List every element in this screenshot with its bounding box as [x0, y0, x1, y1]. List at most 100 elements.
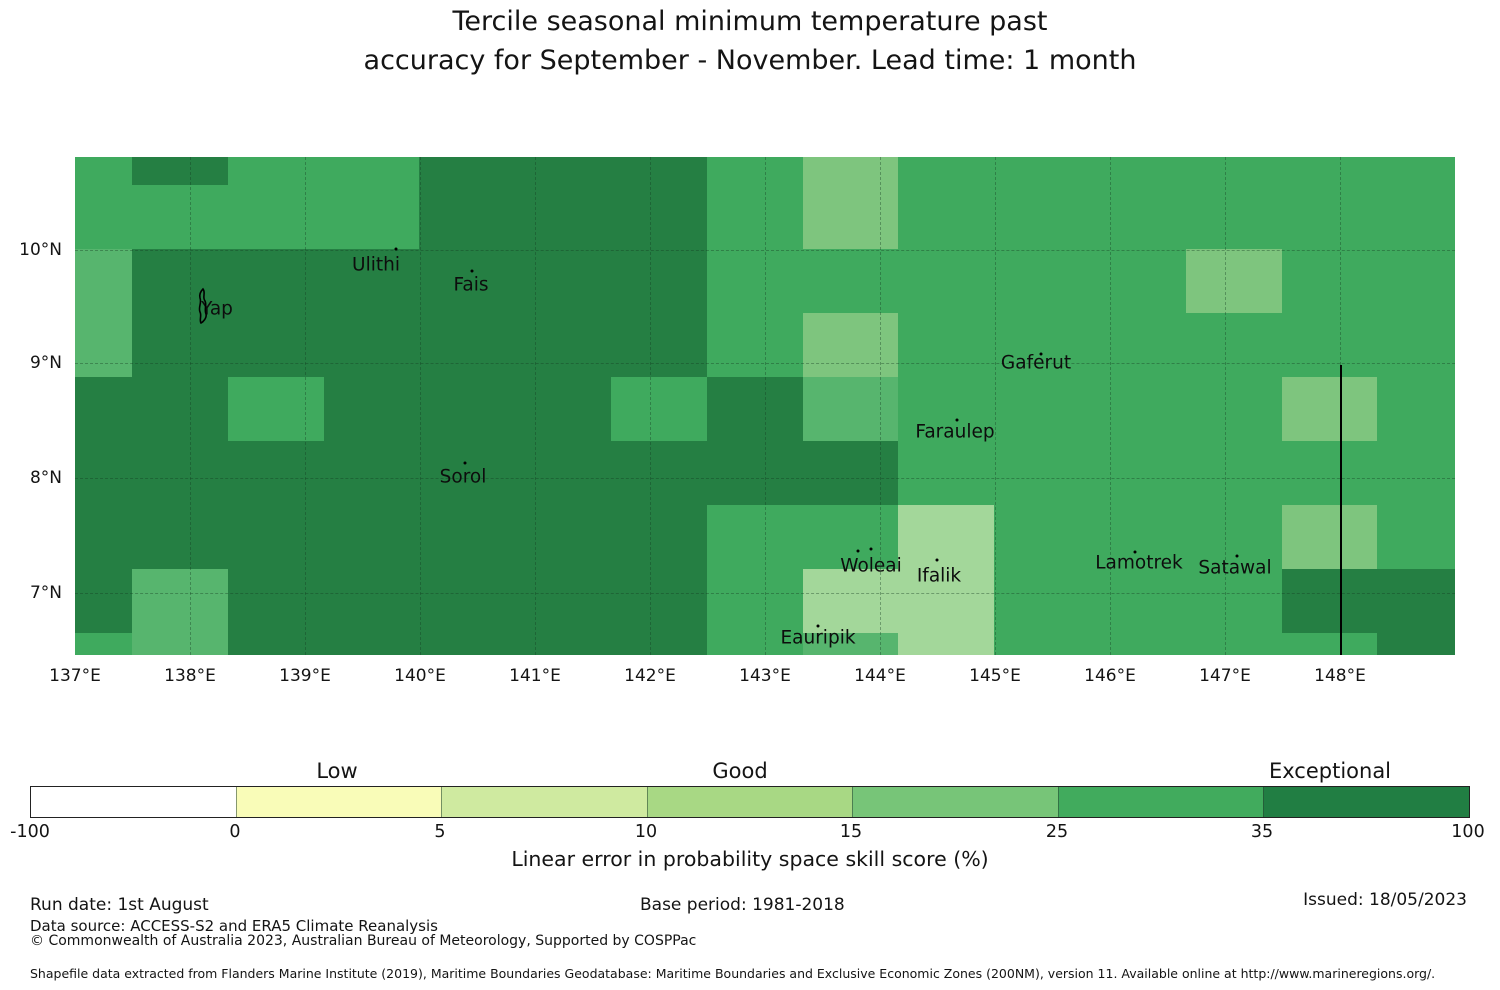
heatmap-cell [132, 249, 228, 313]
heatmap-cell [515, 185, 611, 249]
island-marker-dot [816, 624, 820, 628]
heatmap-cell [419, 569, 516, 633]
x-axis-tick-label: 140°E [394, 666, 446, 686]
longitude-gridline [420, 157, 421, 655]
colorbar-tick-label: 5 [434, 822, 446, 842]
heatmap-cell [706, 249, 803, 313]
heatmap-cell [515, 377, 611, 441]
heatmap-cell [802, 157, 899, 185]
heatmap-cell [323, 313, 420, 377]
heatmap-cell [898, 633, 995, 655]
x-axis-tick-label: 147°E [1199, 666, 1251, 686]
heatmap-cell [227, 633, 324, 655]
heatmap-cell [227, 569, 324, 633]
longitude-gridline [880, 157, 881, 655]
island-marker-dot [394, 247, 398, 251]
heatmap-canvas: Yap Ulithi Fais Sorol Gaferut Faraulep Woleai I… [75, 157, 1455, 655]
heatmap-cell [323, 505, 420, 569]
heatmap-cell [132, 569, 228, 633]
footer-issued: Issued: 18/05/2023 [1303, 890, 1467, 910]
longitude-gridline [535, 157, 536, 655]
longitude-gridline [765, 157, 766, 655]
heatmap-cell [706, 505, 803, 569]
x-axis-tick-label: 137°E [49, 666, 101, 686]
heatmap-cell [1377, 569, 1455, 633]
y-axis-tick-label: 7°N [29, 583, 62, 603]
heatmap-cell [227, 505, 324, 569]
heatmap-cell [1377, 377, 1455, 441]
heatmap-cell [75, 633, 132, 655]
island-marker-dot [1133, 550, 1137, 554]
colorbar-category-label: Good [712, 759, 768, 783]
heatmap-cell [227, 441, 324, 505]
y-axis-tick-label: 9°N [29, 353, 62, 373]
heatmap-cell [898, 505, 995, 569]
footer-shapefile-note: Shapefile data extracted from Flanders M… [30, 966, 1436, 981]
heatmap-cell [994, 185, 1090, 249]
heatmap-cell [515, 569, 611, 633]
heatmap-cell [1281, 569, 1378, 633]
heatmap-cell [323, 377, 420, 441]
heatmap-cell [75, 249, 132, 313]
heatmap-cell [1090, 377, 1186, 441]
island-marker-dot [463, 461, 467, 465]
heatmap-cell [706, 157, 803, 185]
heatmap-cell [611, 441, 707, 505]
colorbar-tick-label: 0 [229, 822, 241, 842]
heatmap-cell [515, 505, 611, 569]
heatmap-cell [227, 377, 324, 441]
colorbar-tick-label: 25 [1045, 822, 1069, 842]
heatmap-cell [611, 569, 707, 633]
colorbar-tick-label: 10 [634, 822, 658, 842]
colorbar-segment [1263, 787, 1470, 817]
heatmap-cell [898, 313, 995, 377]
latitude-gridline [75, 593, 1455, 594]
heatmap-cell [1185, 313, 1282, 377]
heatmap-cell [802, 505, 899, 569]
heatmap-cell [898, 157, 995, 185]
chart-title-line1: Tercile seasonal minimum temperature pas… [452, 6, 1048, 37]
colorbar-segment [646, 787, 853, 817]
island-label: Faraulep [915, 421, 995, 443]
heatmap-cell [1090, 441, 1186, 505]
heatmap-cell [419, 313, 516, 377]
heatmap-cell [802, 633, 899, 655]
latitude-gridline [75, 363, 1455, 364]
footer-copyright: © Commonwealth of Australia 2023, Austra… [30, 933, 697, 949]
heatmap-cell [1090, 633, 1186, 655]
heatmap-cell [419, 441, 516, 505]
heatmap-cell [1090, 157, 1186, 185]
heatmap-cell [1090, 249, 1186, 313]
heatmap-cell [1377, 441, 1455, 505]
heatmap-cell [994, 249, 1090, 313]
heatmap-cell [802, 249, 899, 313]
x-axis-tick-label: 144°E [854, 666, 906, 686]
island-label: Fais [453, 274, 489, 296]
heatmap-cell [802, 441, 899, 505]
heatmap-cell [706, 441, 803, 505]
heatmap-cell [898, 377, 995, 441]
heatmap-cell [227, 249, 324, 313]
heatmap-cell [802, 185, 899, 249]
heatmap-cell [898, 185, 995, 249]
heatmap-cell [611, 633, 707, 655]
heatmap-cell [1377, 249, 1455, 313]
x-axis-tick-label: 139°E [279, 666, 331, 686]
heatmap-cell [132, 157, 228, 185]
heatmap-cell [75, 441, 132, 505]
longitude-gridline [1110, 157, 1111, 655]
heatmap-cell [611, 377, 707, 441]
heatmap-cell [1377, 185, 1455, 249]
island-marker-dot [869, 547, 873, 551]
heatmap-cell [323, 249, 420, 313]
island-marker-dot [935, 558, 939, 562]
heatmap-cell [994, 313, 1090, 377]
island-label: Yap [201, 298, 233, 320]
footer-run-date: Run date: 1st August [30, 895, 209, 915]
heatmap-cell [419, 633, 516, 655]
heatmap-cell [323, 185, 420, 249]
heatmap-cell [419, 249, 516, 313]
heatmap-cell [75, 569, 132, 633]
heatmap-cell [611, 249, 707, 313]
